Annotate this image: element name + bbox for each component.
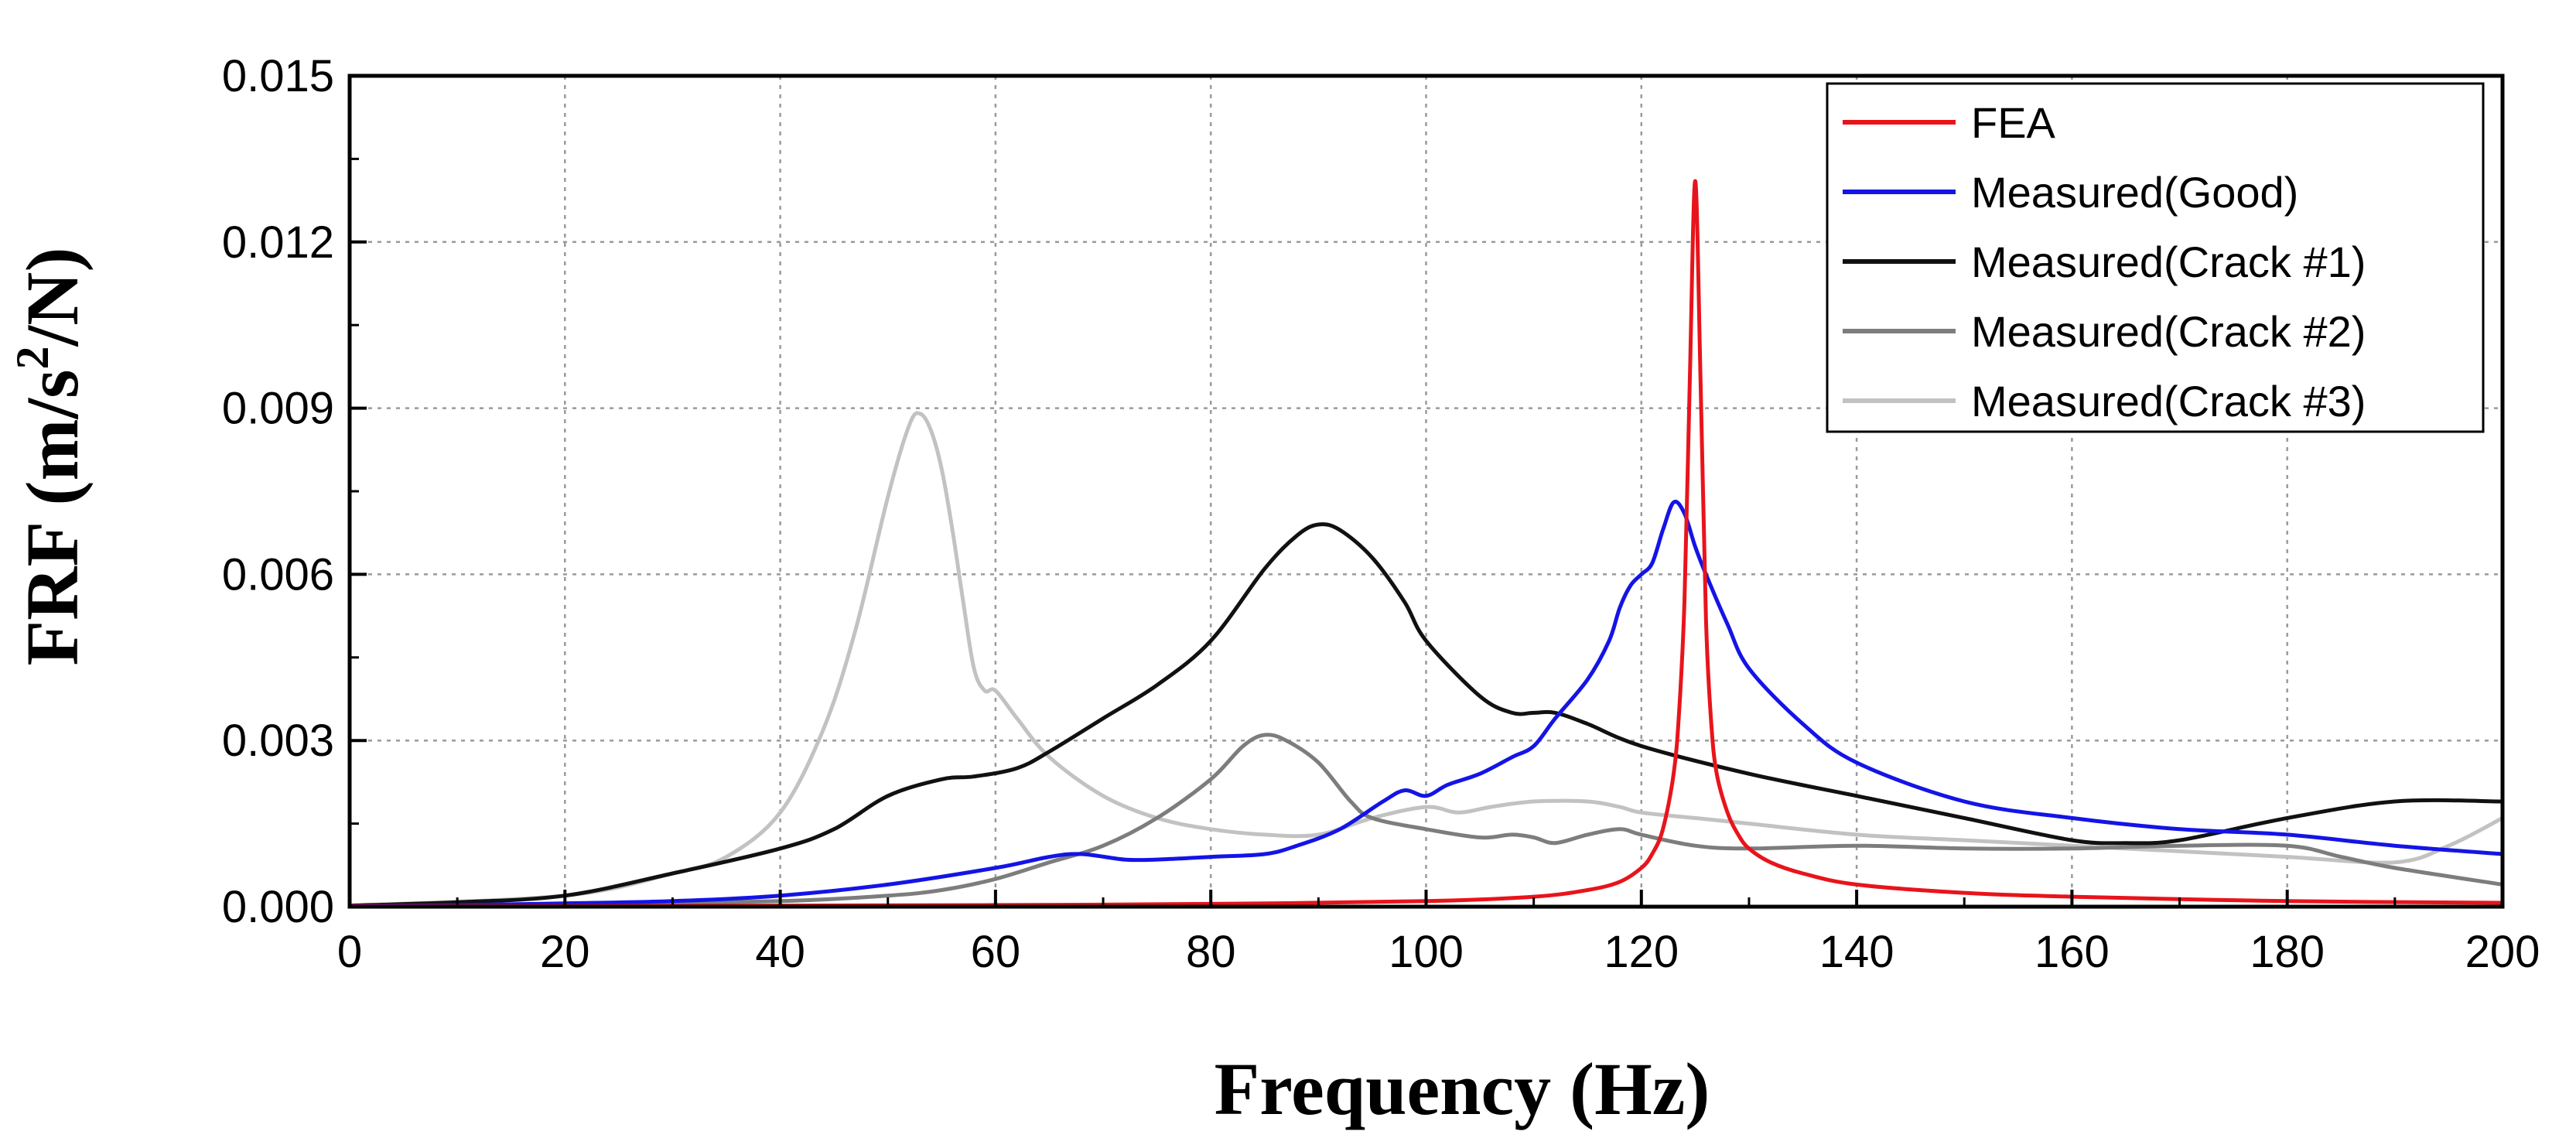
x-tick-label: 40 [755,927,805,977]
x-tick-label: 200 [2465,927,2540,977]
x-tick-label: 100 [1389,927,1464,977]
legend-label-measured-good: Measured(Good) [1971,168,2298,217]
series-line-measured-good [349,500,2503,908]
legend-label-fea: FEA [1971,98,2056,147]
y-tick-label: 0.012 [222,217,334,268]
x-tick-label: 140 [1819,927,1894,977]
series-line-fea [349,179,2503,908]
y-tick-label: 0.009 [222,384,334,434]
x-tick-label: 0 [337,927,362,977]
legend-box [1826,82,2485,433]
legend: FEA Measured(Good) Measured(Crack #1) Measu… [1826,82,2485,433]
x-tick-label: 160 [2034,927,2110,977]
legend-label-measured-crack-3: Measured(Crack #3) [1971,377,2366,425]
y-axis-title-superscript: 2 [7,346,58,369]
legend-label-measured-crack-1: Measured(Crack #1) [1971,238,2366,286]
x-tick-label: 60 [971,927,1021,977]
y-tick-label: 0.015 [222,51,334,101]
y-tick-label: 0.000 [222,882,334,932]
series-line-measured-crack-2 [349,733,2503,908]
legend-entries: FEA Measured(Good) Measured(Crack #1) Measu… [1843,98,2366,425]
series-line-measured-crack-1 [349,522,2503,908]
x-tick-label: 20 [540,927,590,977]
y-axis-title: FRF (m/s2/N) [7,248,94,666]
y-axis-title-prefix: FRF (m/s [11,369,94,665]
legend-label-measured-crack-2: Measured(Crack #2) [1971,307,2366,356]
x-tick-label: 120 [1604,927,1679,977]
series-line-measured-crack-3 [349,411,2504,908]
y-tick-label: 0.003 [222,716,334,766]
x-axis-title: Frequency (Hz) [1215,1047,1710,1130]
series-lines [349,179,2504,908]
x-tick-label: 180 [2250,927,2325,977]
y-axis-title-suffix: /N) [11,248,94,347]
x-tick-label: 80 [1186,927,1236,977]
y-tick-label: 0.006 [222,549,334,600]
axis-ticks: 0 20 40 60 80 100 120 140 160 180 200 0.000 0.003 0.0… [222,51,2540,977]
